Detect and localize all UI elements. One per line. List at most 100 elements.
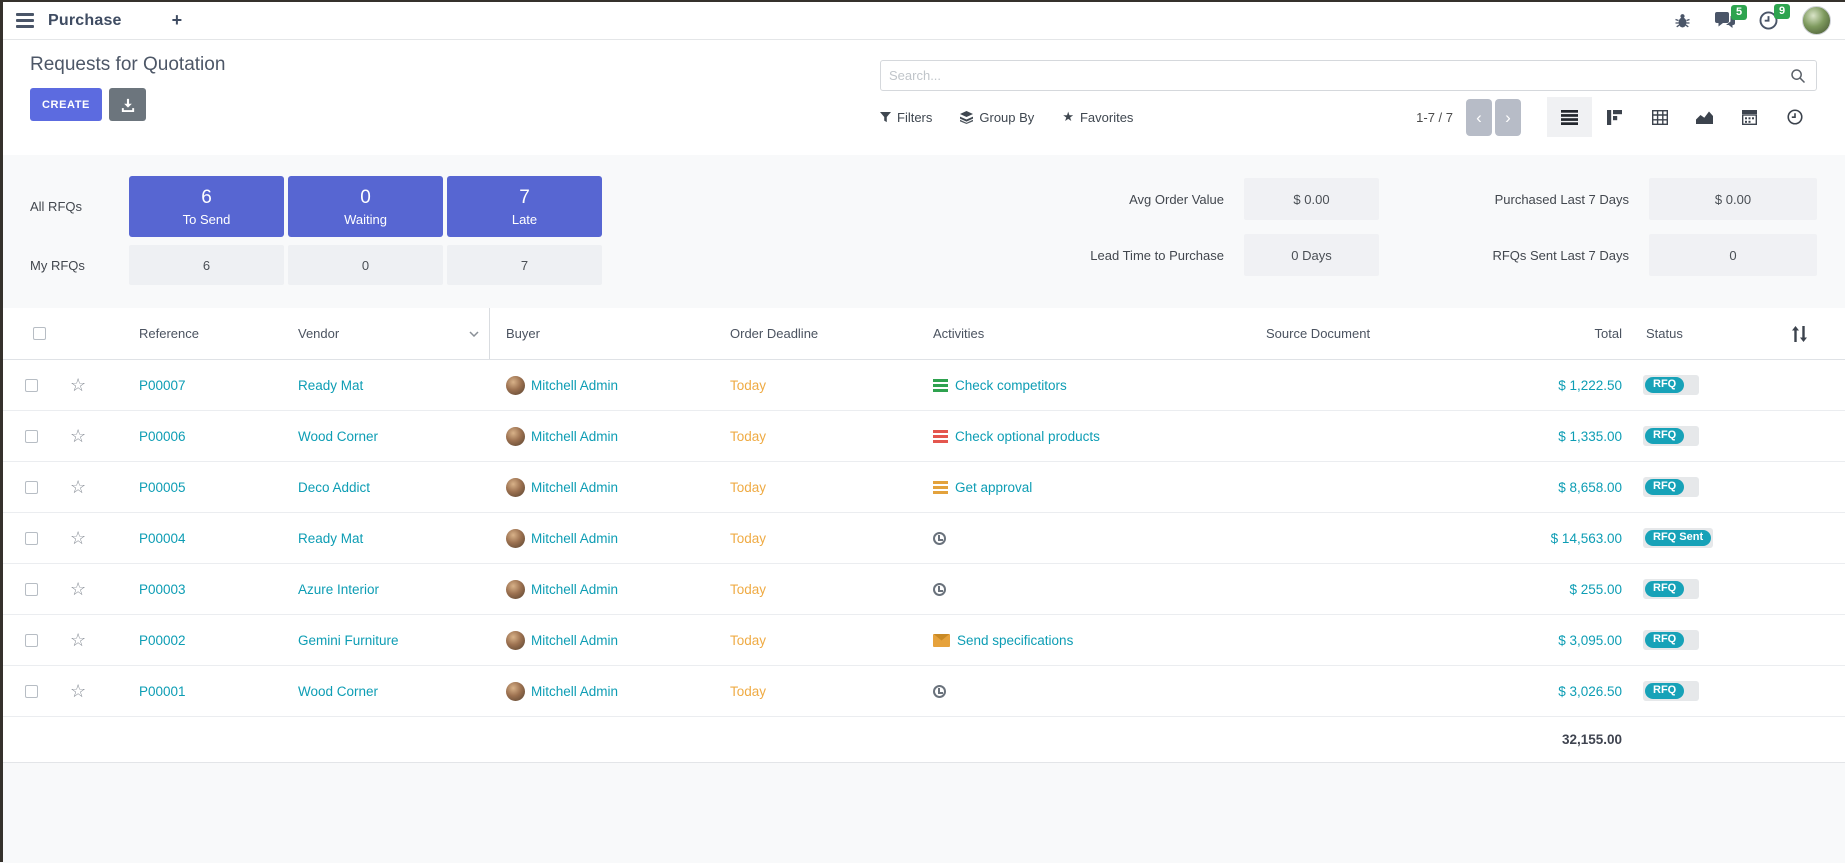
- header-vendor[interactable]: Vendor: [282, 308, 490, 359]
- header-reference[interactable]: Reference: [139, 326, 199, 341]
- table-row[interactable]: ☆ P00007 Ready Mat Mitchell Admin Today …: [0, 360, 1845, 411]
- table-row[interactable]: ☆ P00002 Gemini Furniture Mitchell Admin…: [0, 615, 1845, 666]
- list-view-button[interactable]: [1547, 97, 1592, 137]
- reference-link[interactable]: P00007: [139, 377, 186, 393]
- calendar-view-button[interactable]: [1727, 97, 1772, 137]
- reference-link[interactable]: P00003: [139, 581, 186, 597]
- pager-previous-button[interactable]: ‹: [1466, 98, 1492, 136]
- row-checkbox[interactable]: [24, 480, 38, 494]
- row-checkbox[interactable]: [24, 633, 38, 647]
- vendor-cell: Wood Corner: [298, 428, 379, 444]
- reference-link[interactable]: P00001: [139, 683, 186, 699]
- group-by-button[interactable]: Group By: [960, 110, 1034, 125]
- rfq-list: Reference Vendor Buyer Order Deadline Ac…: [0, 308, 1845, 763]
- favorites-button[interactable]: ★ Favorites: [1062, 109, 1133, 125]
- favorite-star-icon[interactable]: ☆: [70, 682, 87, 700]
- favorite-star-icon[interactable]: ☆: [70, 376, 87, 394]
- activity-cell[interactable]: Send specifications: [917, 633, 1250, 648]
- row-checkbox[interactable]: [24, 378, 38, 392]
- user-avatar[interactable]: [1802, 6, 1831, 35]
- activities-clock-icon[interactable]: 9: [1759, 4, 1790, 30]
- activity-cell[interactable]: Check competitors: [917, 378, 1250, 393]
- search-icon: [1790, 68, 1806, 84]
- activity-cell[interactable]: [917, 531, 1250, 546]
- table-row[interactable]: ☆ P00003 Azure Interior Mitchell Admin T…: [0, 564, 1845, 615]
- all-rfqs-label: All RFQs: [30, 199, 82, 214]
- table-row[interactable]: ☆ P00006 Wood Corner Mitchell Admin Toda…: [0, 411, 1845, 462]
- reference-link[interactable]: P00005: [139, 479, 186, 495]
- avg-order-value-label: Avg Order Value: [1129, 191, 1224, 207]
- messages-icon[interactable]: 5: [1715, 5, 1747, 29]
- my-to-send-count[interactable]: 6: [129, 245, 284, 285]
- row-checkbox[interactable]: [24, 684, 38, 698]
- total-cell: $ 1,335.00: [1558, 428, 1622, 444]
- header-buyer[interactable]: Buyer: [506, 326, 540, 341]
- table-row[interactable]: ☆ P00004 Ready Mat Mitchell Admin Today …: [0, 513, 1845, 564]
- kanban-view-button[interactable]: [1592, 97, 1637, 137]
- lead-time-value: 0 Days: [1244, 234, 1379, 276]
- new-tab-button[interactable]: +: [171, 10, 183, 30]
- favorite-star-icon[interactable]: ☆: [70, 478, 87, 496]
- activity-view-button[interactable]: [1772, 97, 1817, 137]
- select-all-checkbox[interactable]: [32, 327, 46, 340]
- tile-to-send[interactable]: 6 To Send: [129, 176, 284, 237]
- my-late-count[interactable]: 7: [447, 245, 602, 285]
- total-cell: $ 14,563.00: [1550, 530, 1622, 546]
- activity-icon: [933, 429, 948, 443]
- activity-cell[interactable]: [917, 582, 1250, 597]
- filters-label: Filters: [897, 109, 933, 125]
- optional-columns-icon[interactable]: [1792, 325, 1807, 342]
- pivot-view-button[interactable]: [1637, 97, 1682, 137]
- tile-label: Waiting: [344, 211, 387, 227]
- tile-late[interactable]: 7 Late: [447, 176, 602, 237]
- tile-count: 0: [360, 186, 371, 208]
- header-order-deadline[interactable]: Order Deadline: [730, 326, 819, 341]
- buyer-avatar: [506, 375, 525, 395]
- reference-link[interactable]: P00006: [139, 428, 186, 444]
- tile-label: Late: [511, 211, 538, 227]
- header-activities[interactable]: Activities: [933, 326, 985, 341]
- header-status[interactable]: Status: [1646, 326, 1683, 341]
- reference-link[interactable]: P00004: [139, 530, 186, 546]
- activity-cell[interactable]: Get approval: [917, 480, 1250, 495]
- buyer-avatar: [506, 579, 525, 599]
- vendor-cell: Wood Corner: [298, 683, 379, 699]
- activity-cell[interactable]: Check optional products: [917, 429, 1250, 444]
- table-row[interactable]: ☆ P00001 Wood Corner Mitchell Admin Toda…: [0, 666, 1845, 717]
- pager-next-button[interactable]: ›: [1495, 98, 1521, 136]
- header-source-document[interactable]: Source Document: [1266, 326, 1371, 341]
- filters-button[interactable]: Filters: [880, 110, 932, 125]
- debug-bug-icon[interactable]: [1674, 13, 1691, 29]
- row-checkbox[interactable]: [24, 582, 38, 596]
- list-view-icon: [1561, 109, 1578, 125]
- empty-area: [0, 763, 1845, 863]
- graph-view-button[interactable]: [1682, 97, 1727, 137]
- buyer-avatar: [506, 630, 525, 650]
- export-button[interactable]: [109, 88, 146, 121]
- favorite-star-icon[interactable]: ☆: [70, 529, 87, 547]
- activity-cell[interactable]: [917, 684, 1250, 699]
- order-deadline-cell: Today: [730, 530, 767, 546]
- row-checkbox[interactable]: [24, 531, 38, 545]
- app-title[interactable]: Purchase: [48, 11, 122, 29]
- table-row[interactable]: ☆ P00005 Deco Addict Mitchell Admin Toda…: [0, 462, 1845, 513]
- total-cell: $ 3,095.00: [1558, 632, 1622, 648]
- favorite-star-icon[interactable]: ☆: [70, 580, 87, 598]
- apps-menu-icon[interactable]: [16, 13, 34, 28]
- favorite-star-icon[interactable]: ☆: [70, 427, 87, 445]
- buyer-name: Mitchell Admin: [531, 683, 619, 699]
- favorite-star-icon[interactable]: ☆: [70, 631, 87, 649]
- buyer-avatar: [506, 426, 525, 446]
- create-button[interactable]: CREATE: [30, 88, 102, 121]
- reference-link[interactable]: P00002: [139, 632, 186, 648]
- tile-waiting[interactable]: 0 Waiting: [288, 176, 443, 237]
- search-input[interactable]: [889, 68, 1790, 83]
- star-icon: ★: [1062, 109, 1074, 124]
- header-total[interactable]: Total: [1594, 326, 1622, 341]
- activity-icon: [933, 378, 948, 392]
- my-waiting-count[interactable]: 0: [288, 245, 443, 285]
- avg-order-value: $ 0.00: [1244, 178, 1379, 220]
- layers-icon: [960, 110, 974, 124]
- vendor-cell: Deco Addict: [298, 479, 371, 495]
- row-checkbox[interactable]: [24, 429, 38, 443]
